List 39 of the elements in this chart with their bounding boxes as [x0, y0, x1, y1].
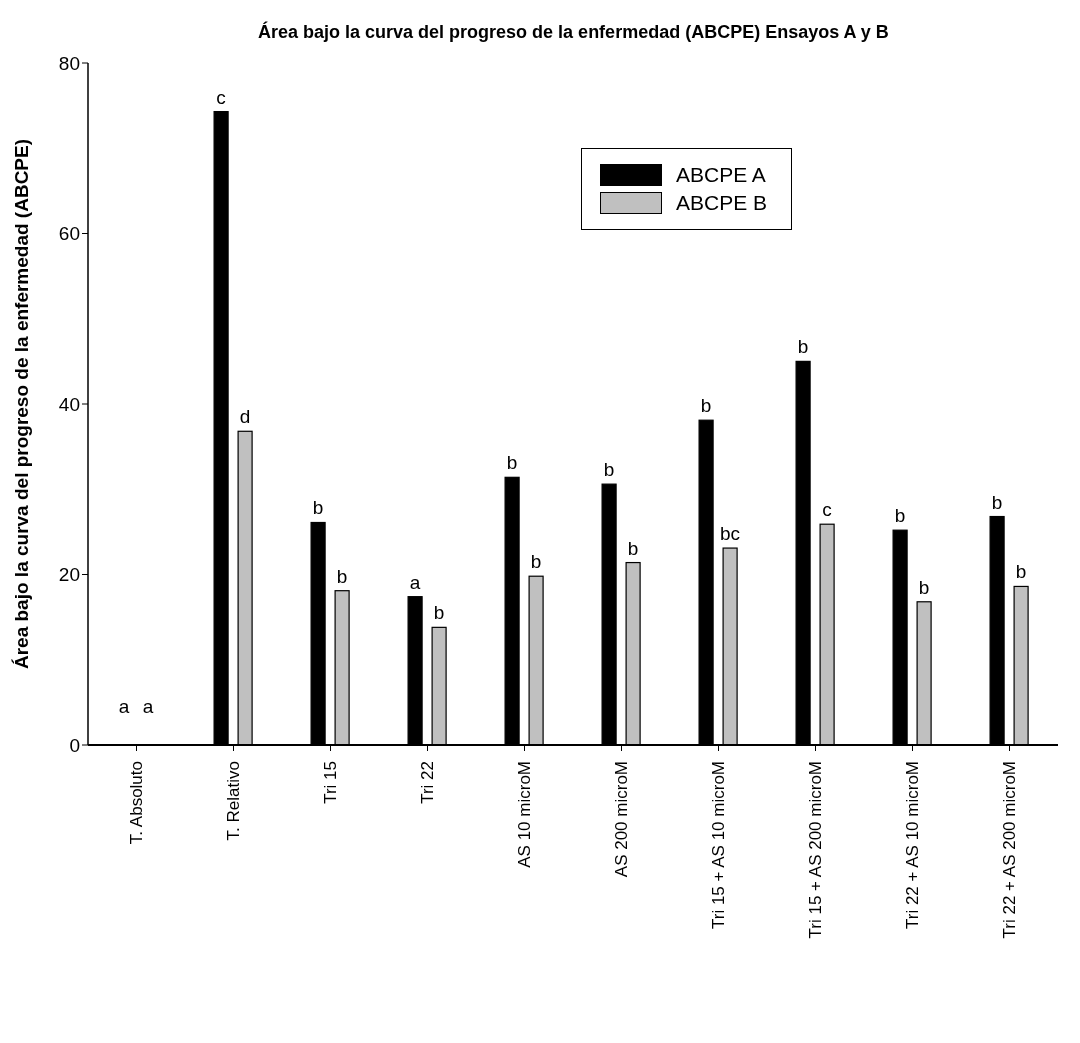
data-label: a — [409, 571, 421, 593]
data-label: b — [1015, 561, 1027, 583]
x-tick-label: Tri 15 + AS 10 microM — [709, 761, 728, 930]
data-label: b — [894, 505, 906, 527]
y-tick-label: 20 — [58, 564, 80, 586]
y-tick-label: 60 — [58, 223, 80, 245]
data-label: b — [603, 459, 615, 481]
data-label: b — [918, 576, 930, 598]
data-label: c — [822, 499, 832, 521]
data-label: b — [700, 395, 712, 417]
x-tick-label: Tri 15 — [321, 761, 340, 804]
y-tick-label: 40 — [58, 393, 80, 415]
data-label: b — [530, 551, 542, 573]
data-label: c — [216, 86, 226, 108]
x-tick-label: T. Relativo — [224, 761, 243, 841]
x-tick-label: T. Absoluto — [127, 761, 146, 845]
data-label: bc — [720, 523, 741, 545]
y-tick-label: 80 — [58, 52, 80, 74]
x-tick-label: Tri 22 — [418, 761, 437, 804]
x-tick-label: AS 10 microM — [515, 761, 534, 868]
x-tick-label: AS 200 microM — [612, 761, 631, 878]
data-label: b — [336, 565, 348, 587]
data-label: d — [239, 406, 251, 428]
data-label: b — [312, 497, 324, 519]
data-label: b — [991, 491, 1003, 513]
data-label: b — [433, 602, 445, 624]
x-tick-label: Tri 22 + AS 200 microM — [1000, 761, 1019, 939]
y-axis-title: Área bajo la curva del progreso de la enfermedad (ABCPE) — [10, 138, 32, 670]
data-label: b — [627, 537, 639, 559]
data-label: a — [142, 696, 154, 717]
legend-label: ABCPE A — [675, 163, 766, 187]
y-tick-label: 0 — [69, 734, 80, 756]
data-label: a — [118, 696, 130, 717]
x-tick-label: Tri 22 + AS 10 microM — [903, 761, 922, 930]
chart-title: Área bajo la curva del progreso de la enfermedad (ABCPE) Ensayos A y B — [258, 22, 889, 43]
legend-label: ABCPE B — [675, 191, 767, 215]
x-tick-label: Tri 15 + AS 200 microM — [806, 761, 825, 939]
data-label: b — [797, 336, 809, 358]
data-label: b — [506, 452, 518, 474]
